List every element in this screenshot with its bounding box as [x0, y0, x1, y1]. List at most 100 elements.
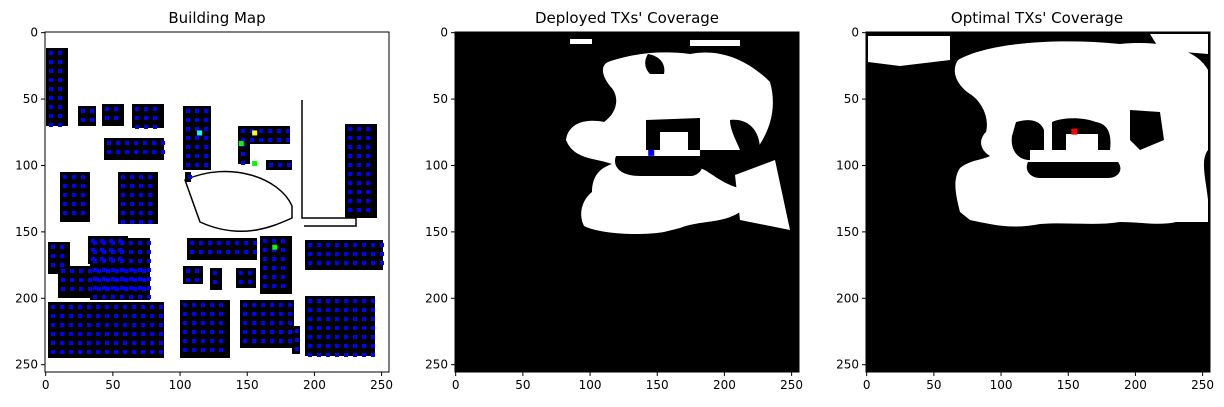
candidate-marker: [186, 118, 190, 122]
candidate-marker: [326, 243, 330, 247]
candidate-marker: [195, 163, 199, 167]
candidate-marker: [60, 323, 64, 327]
candidate-marker: [279, 321, 283, 325]
candidate-marker: [159, 341, 163, 345]
candidate-marker: [353, 335, 357, 339]
candidate-marker: [219, 312, 223, 316]
candidate-marker: [250, 138, 254, 142]
candidate-marker: [371, 317, 375, 321]
candidate-marker: [186, 109, 190, 113]
candidate-marker: [107, 150, 111, 154]
candidate-marker: [133, 278, 137, 282]
candidate-marker: [362, 344, 366, 348]
candidate-marker: [190, 241, 194, 245]
candidate-marker: [279, 303, 283, 307]
y-tick-label: 50: [433, 92, 448, 106]
axis-ticks: 0 50 100 150 200 250 0 50 100 150 200 250: [836, 26, 1214, 392]
candidate-marker: [250, 129, 254, 133]
candidate-marker: [51, 323, 55, 327]
candidate-marker: [326, 335, 330, 339]
candidate-marker: [139, 175, 143, 179]
candidate-marker: [141, 305, 145, 309]
y-tick-label: 150: [15, 225, 38, 239]
candidate-marker: [192, 330, 196, 334]
candidate-marker: [60, 350, 64, 354]
candidate-marker: [208, 241, 212, 245]
candidate-marker: [147, 277, 151, 281]
x-tick-label: 0: [863, 378, 871, 392]
candidate-marker: [281, 284, 285, 288]
x-tick-label: 250: [780, 378, 803, 392]
candidate-marker: [106, 287, 110, 291]
candidate-marker: [344, 326, 348, 330]
candidate-marker: [183, 339, 187, 343]
candidate-marker: [201, 303, 205, 307]
candidate-marker: [93, 241, 97, 245]
candidate-marker: [49, 51, 53, 55]
candidate-marker: [226, 250, 230, 254]
x-tick-label: 100: [990, 378, 1013, 392]
candidate-marker: [362, 308, 366, 312]
candidate-marker: [51, 305, 55, 309]
candidate-marker: [78, 314, 82, 318]
candidate-marker: [123, 332, 127, 336]
candidate-marker: [308, 317, 312, 321]
candidate-marker: [371, 261, 375, 265]
candidate-marker: [272, 239, 276, 243]
candidate-marker: [295, 329, 299, 333]
candidate-marker: [60, 263, 64, 267]
candidate-marker: [81, 202, 85, 206]
candidate-marker: [60, 314, 64, 318]
candidate-marker: [111, 259, 115, 263]
candidate-marker: [281, 239, 285, 243]
candidate-marker: [58, 87, 62, 91]
candidate-marker: [129, 259, 133, 263]
candidate-marker: [279, 330, 283, 334]
candidate-marker: [141, 332, 145, 336]
candidate-marker: [195, 109, 199, 113]
candidate-marker: [217, 241, 221, 245]
candidate-marker: [348, 190, 352, 194]
candidate-marker: [272, 275, 276, 279]
candidate-marker: [281, 248, 285, 252]
candidate-marker: [153, 125, 157, 129]
candidate-marker: [252, 321, 256, 325]
candidate-marker: [70, 269, 74, 273]
candidate-marker: [133, 287, 137, 291]
candidate-marker: [147, 250, 151, 254]
candidate-markers-layer: [49, 51, 384, 357]
candidate-marker: [288, 303, 292, 307]
candidate-marker: [348, 181, 352, 185]
candidate-marker: [186, 278, 190, 282]
candidate-marker: [235, 241, 239, 245]
candidate-marker: [263, 284, 267, 288]
candidate-marker: [96, 341, 100, 345]
candidate-marker: [277, 138, 281, 142]
candidate-marker: [201, 321, 205, 325]
candidate-marker: [135, 107, 139, 111]
candidate-marker: [380, 261, 384, 265]
candidate-marker: [261, 339, 265, 343]
candidate-marker: [380, 252, 384, 256]
candidate-marker: [69, 332, 73, 336]
candidate-marker: [135, 116, 139, 120]
candidate-marker: [81, 118, 85, 122]
candidate-marker: [317, 261, 321, 265]
candidate-marker: [159, 323, 163, 327]
candidate-marker: [371, 326, 375, 330]
candidate-marker: [186, 136, 190, 140]
candidate-marker: [116, 150, 120, 154]
candidate-marker: [279, 339, 283, 343]
candidate-marker: [105, 332, 109, 336]
candidate-marker: [201, 339, 205, 343]
candidate-marker: [81, 109, 85, 113]
candidate-marker: [132, 341, 136, 345]
candidate-marker: [150, 305, 154, 309]
candidate-marker: [58, 60, 62, 64]
candidate-marker: [204, 136, 208, 140]
candidate-marker: [241, 129, 245, 133]
candidate-marker: [51, 341, 55, 345]
candidate-marker: [335, 326, 339, 330]
candidate-marker: [317, 353, 321, 357]
candidate-marker: [139, 202, 143, 206]
